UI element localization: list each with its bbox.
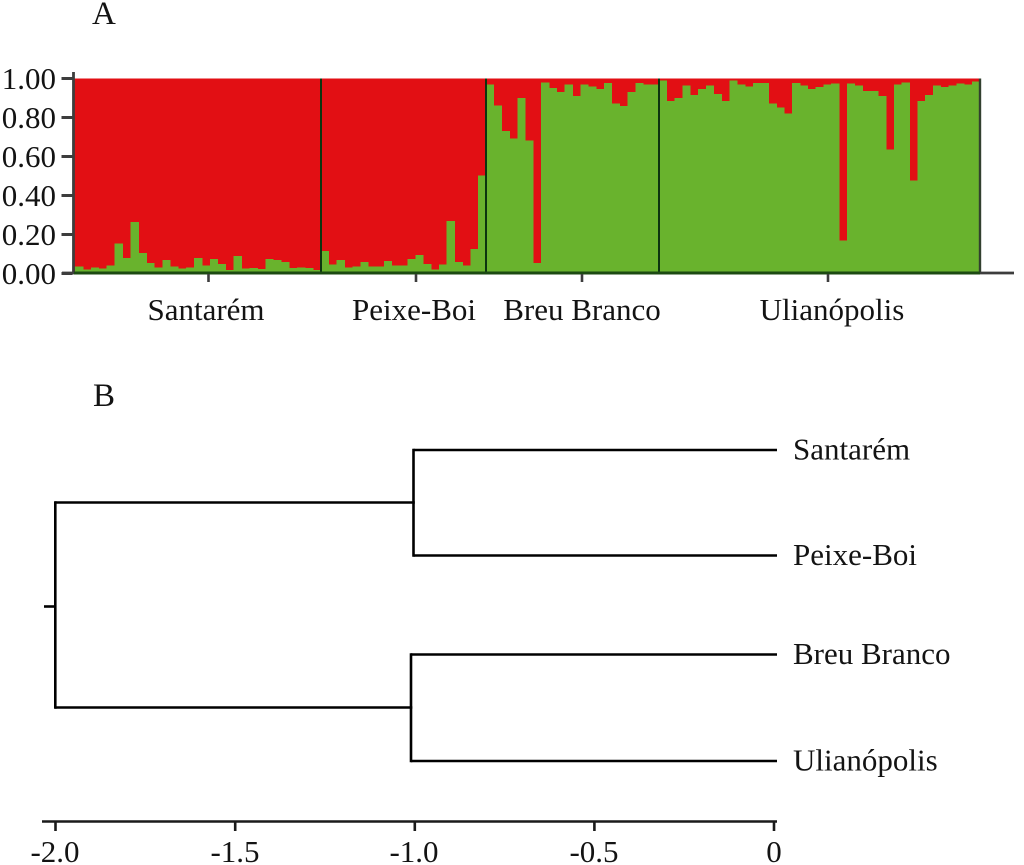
svg-text:Santarém: Santarém [793, 432, 910, 467]
svg-text:Ulianópolis: Ulianópolis [793, 743, 938, 778]
svg-text:Breu Branco: Breu Branco [793, 636, 951, 671]
svg-text:-1.0: -1.0 [389, 834, 438, 865]
svg-text:Peixe-Boi: Peixe-Boi [793, 537, 917, 572]
svg-text:Santarém: Santarém [147, 292, 264, 327]
svg-text:-1.5: -1.5 [210, 834, 259, 865]
svg-text:0: 0 [766, 834, 782, 865]
svg-text:B: B [93, 378, 115, 414]
svg-text:0.40: 0.40 [2, 178, 56, 213]
svg-text:0.80: 0.80 [2, 100, 56, 135]
svg-text:Peixe-Boi: Peixe-Boi [352, 292, 476, 327]
svg-text:1.00: 1.00 [2, 61, 56, 96]
svg-text:Breu Branco: Breu Branco [503, 292, 661, 327]
svg-text:-2.0: -2.0 [30, 834, 79, 865]
svg-text:0.20: 0.20 [2, 217, 56, 252]
svg-text:0.60: 0.60 [2, 139, 56, 174]
svg-text:-0.5: -0.5 [569, 834, 618, 865]
svg-text:A: A [92, 0, 116, 32]
svg-text:Ulianópolis: Ulianópolis [760, 292, 905, 327]
svg-text:0.00: 0.00 [2, 256, 56, 291]
